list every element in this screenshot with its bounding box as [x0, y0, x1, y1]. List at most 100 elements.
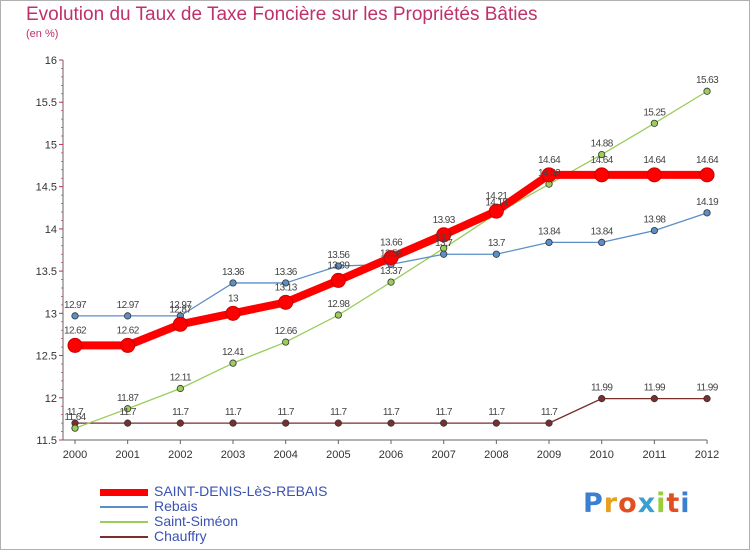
data-label-2: 13.37 [380, 266, 403, 277]
legend-swatch-saint-denis [100, 489, 148, 496]
data-label-0: 12.62 [117, 325, 140, 336]
x-tick-label: 2005 [326, 449, 350, 461]
data-point-1 [703, 209, 711, 217]
logo-letter: i [680, 488, 691, 519]
logo-letter: o [618, 488, 638, 519]
data-point-2 [71, 424, 79, 432]
data-point-3 [545, 419, 553, 427]
data-label-3: 11.7 [330, 407, 347, 418]
y-tick-label: 13.5 [36, 266, 57, 278]
data-label-0: 13.93 [433, 215, 456, 226]
data-label-2: 12.11 [170, 372, 192, 383]
data-label-0: 14.64 [643, 155, 666, 166]
data-point-1 [545, 238, 553, 246]
data-label-3: 11.7 [172, 407, 189, 418]
y-tick-label: 16 [45, 55, 57, 67]
data-point-1 [650, 226, 658, 235]
data-label-2: 14.18 [485, 198, 508, 209]
data-label-2: 12.41 [222, 347, 245, 358]
data-label-0: 13.39 [327, 260, 350, 271]
data-label-0: 14.64 [538, 155, 561, 166]
data-point-1 [282, 279, 290, 287]
data-label-0: 13 [228, 293, 239, 304]
data-label-1: 13.36 [222, 267, 245, 278]
data-point-2 [387, 278, 395, 286]
data-point-3 [124, 419, 132, 427]
data-point-3 [492, 419, 500, 427]
data-label-1: 13.58 [380, 248, 403, 259]
x-tick-label: 2008 [484, 449, 508, 461]
x-tick-label: 2004 [273, 449, 297, 461]
data-point-2 [229, 359, 237, 367]
data-label-3: 11.7 [120, 407, 137, 418]
data-point-0 [699, 167, 715, 183]
x-tick-label: 2012 [695, 449, 719, 461]
x-tick-label: 2009 [537, 449, 561, 461]
x-tick-label: 2000 [63, 449, 87, 461]
data-label-1: 13.36 [275, 267, 298, 278]
data-label-3: 11.7 [278, 407, 295, 418]
data-label-3: 11.99 [696, 383, 718, 394]
data-label-1: 13.98 [643, 215, 666, 226]
data-point-2 [124, 405, 132, 413]
data-label-2: 15.25 [643, 107, 666, 118]
data-point-3 [229, 419, 237, 427]
data-point-3 [598, 395, 606, 403]
data-point-0 [330, 272, 346, 288]
data-label-1: 12.97 [169, 300, 192, 311]
data-point-1 [71, 312, 79, 320]
y-tick-label: 13 [45, 308, 57, 320]
proxiti-logo: Proxiti [583, 488, 691, 519]
data-label-1: 13.7 [435, 238, 453, 249]
data-point-3 [440, 419, 448, 427]
logo-letter: r [603, 488, 619, 519]
data-point-3 [703, 395, 711, 403]
data-label-3: 11.7 [436, 407, 453, 418]
data-point-0 [225, 305, 241, 321]
data-point-0 [436, 227, 452, 243]
data-label-3: 11.99 [644, 383, 666, 394]
x-tick-label: 2003 [221, 449, 245, 461]
data-label-2: 11.87 [117, 393, 139, 404]
legend-label-rebais: Rebais [154, 498, 198, 514]
data-label-2: 14.53 [538, 168, 561, 179]
logo-letter: P [583, 488, 604, 519]
data-label-3: 11.7 [383, 407, 400, 418]
data-point-0 [67, 337, 83, 353]
chart-unit: (en %) [26, 28, 59, 40]
data-point-0 [646, 167, 662, 183]
y-tick-label: 11.5 [36, 435, 57, 447]
data-point-0 [383, 250, 399, 266]
chart-title: Evolution du Taux de Taxe Foncière sur l… [26, 4, 538, 25]
logo-letter: x [637, 488, 657, 519]
y-tick-label: 15.5 [36, 97, 57, 109]
data-label-0: 13.13 [275, 282, 298, 293]
y-tick-label: 14.5 [36, 182, 57, 194]
data-label-3: 11.7 [541, 407, 558, 418]
legend-label-saint-denis: SAINT-DENIS-LèS-REBAIS [154, 483, 328, 499]
y-tick-label: 15 [45, 139, 57, 151]
data-label-2: 11.64 [64, 412, 86, 423]
data-label-3: 11.7 [225, 407, 242, 418]
data-label-0: 12.62 [64, 325, 87, 336]
data-label-1: 12.97 [117, 300, 140, 311]
data-label-2: 15.63 [696, 75, 719, 86]
data-point-3 [176, 419, 184, 427]
data-point-1 [124, 312, 132, 320]
data-point-1 [492, 250, 500, 258]
x-tick-label: 2002 [168, 449, 192, 461]
data-point-2 [282, 338, 290, 346]
y-tick-label: 12.5 [36, 351, 57, 363]
logo-letter: t [666, 488, 681, 519]
data-point-0 [594, 167, 610, 183]
data-point-3 [282, 419, 290, 427]
data-point-1 [229, 279, 237, 287]
data-point-0 [172, 316, 188, 332]
data-label-1: 13.84 [591, 226, 614, 237]
data-label-1: 12.97 [64, 300, 87, 311]
data-label-0: 14.64 [591, 155, 614, 166]
data-point-2 [598, 150, 606, 159]
legend-swatch-saint-simeon [100, 521, 148, 523]
data-point-0 [541, 167, 557, 183]
